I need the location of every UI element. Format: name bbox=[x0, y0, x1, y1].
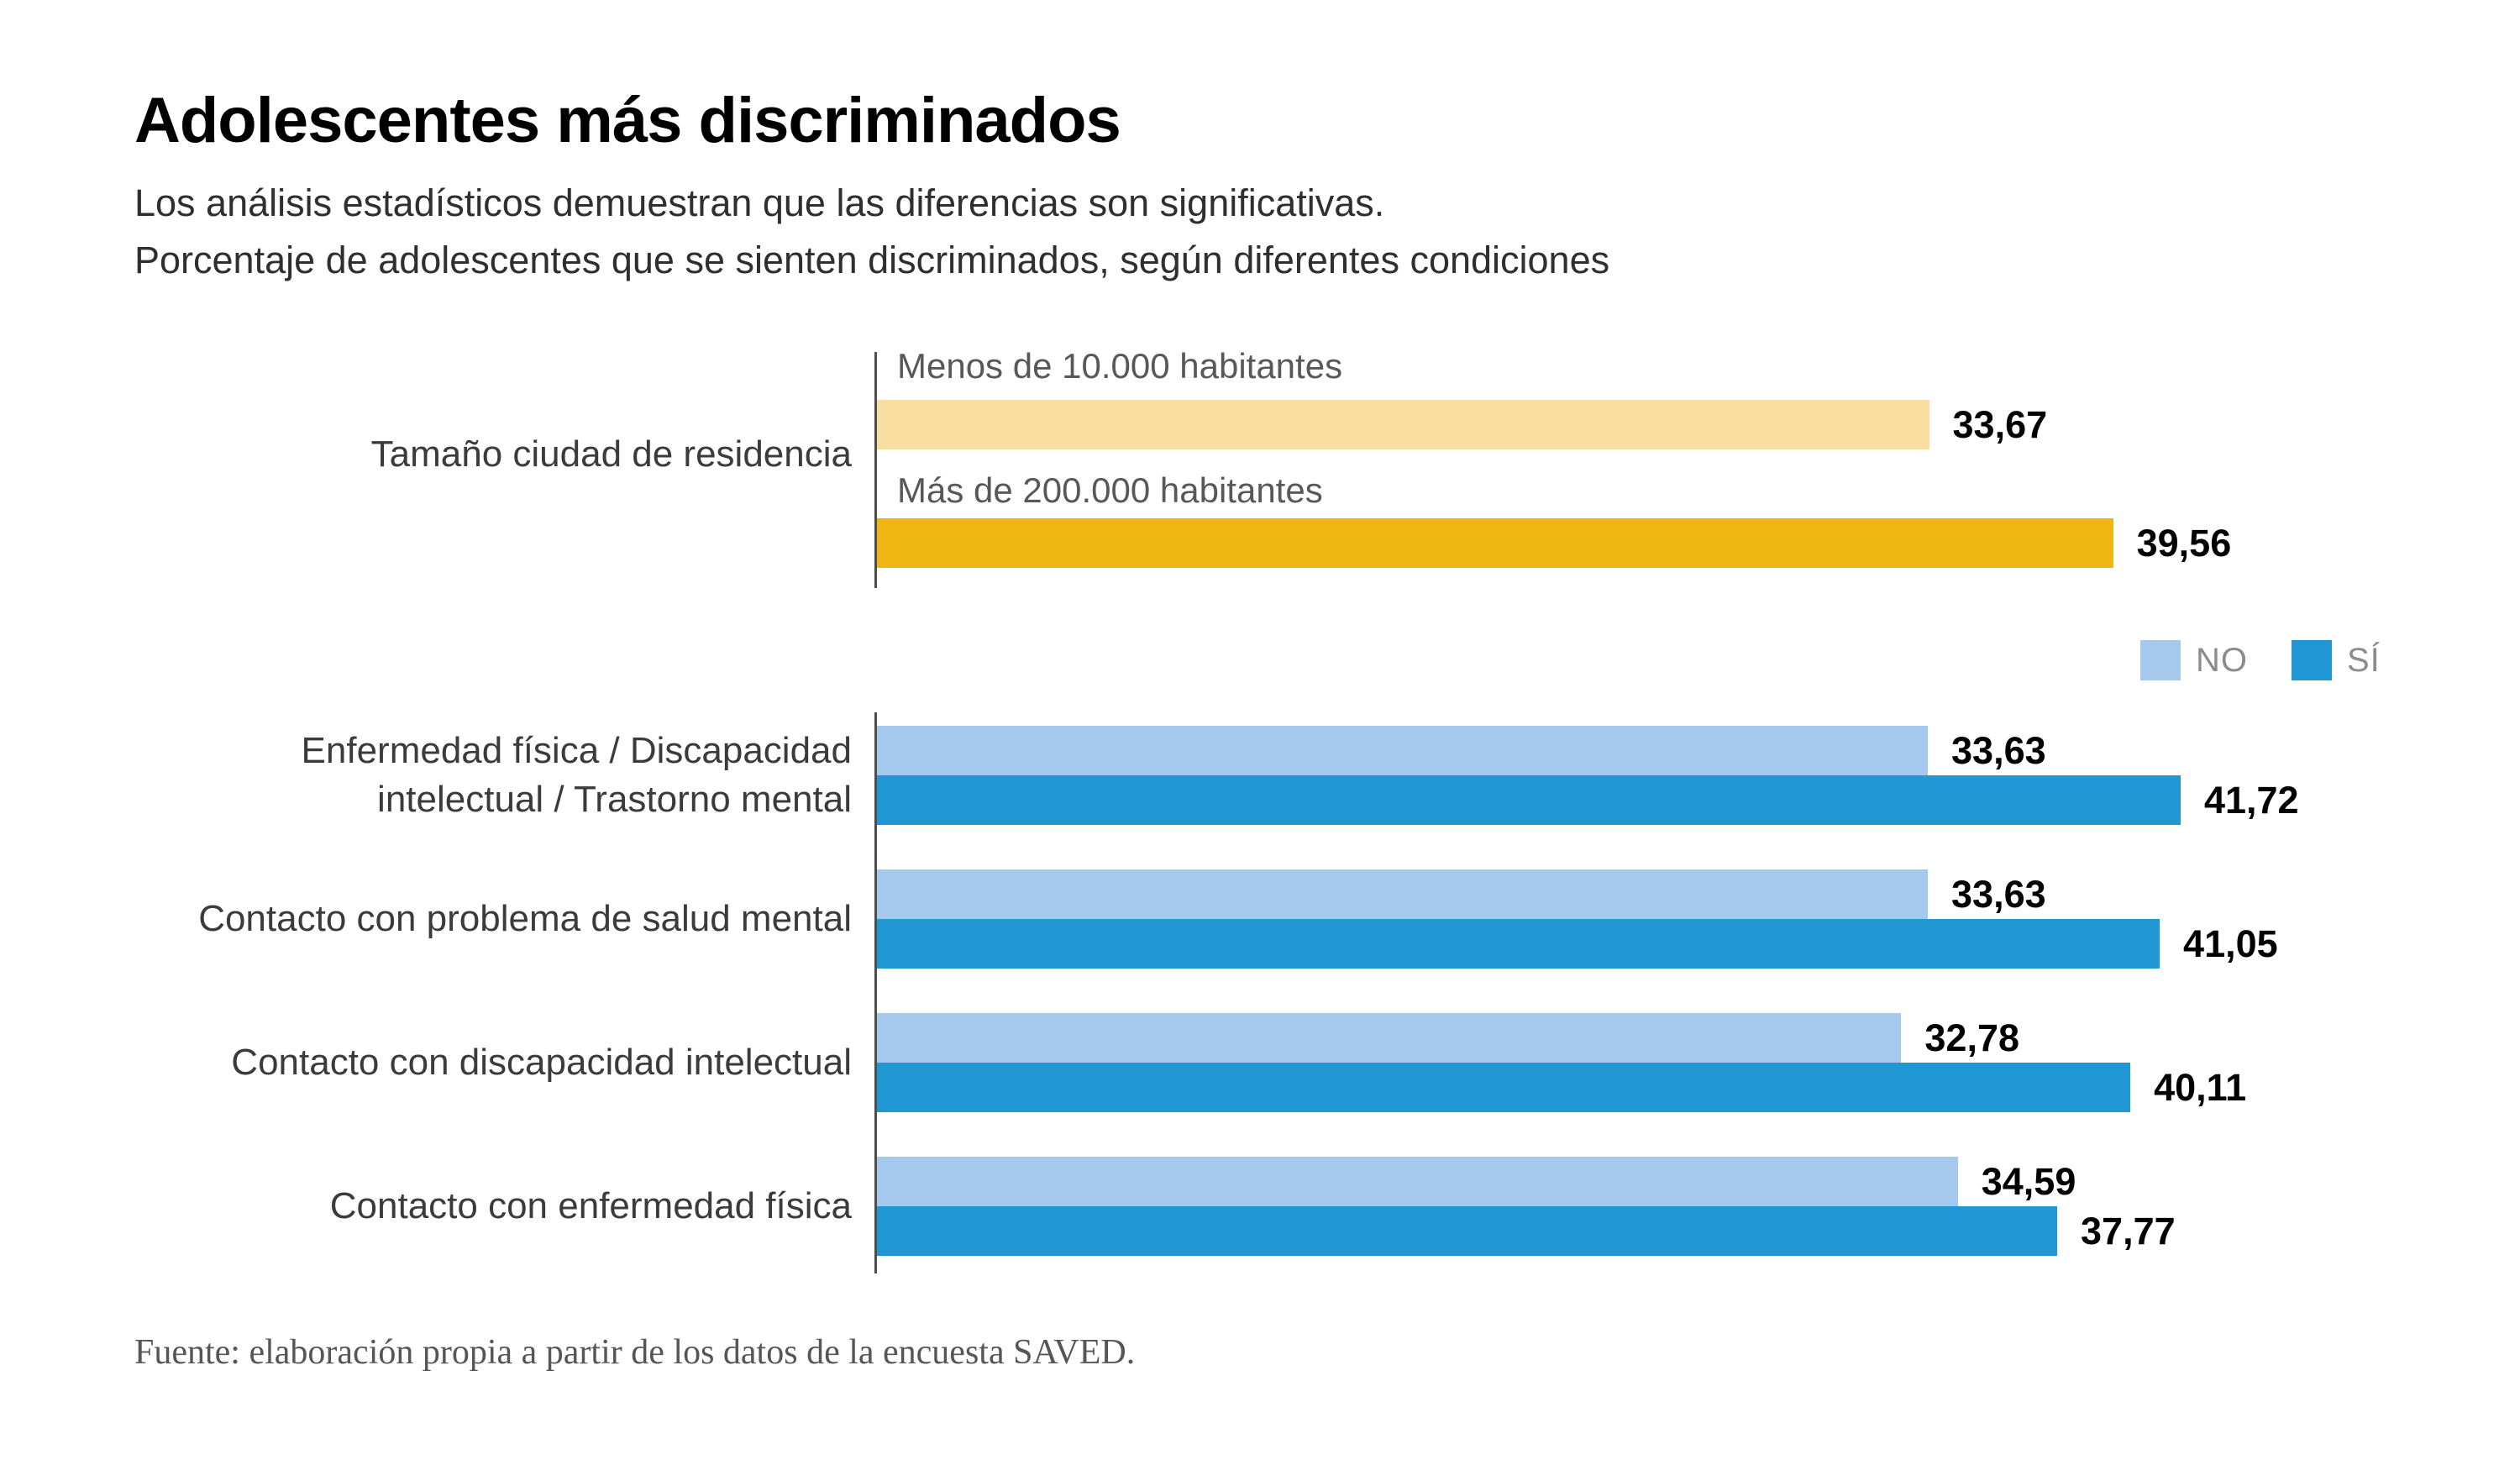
legend-label-no: NO bbox=[2196, 641, 2248, 679]
bar-value-no-2: 32,78 bbox=[1924, 1016, 2020, 1059]
bar-row-si-2: 40,11 bbox=[877, 1063, 2439, 1112]
page-title: Adolescentes más discriminados bbox=[134, 85, 1121, 156]
bar-row-si-0: 41,72 bbox=[877, 775, 2439, 825]
bar-small-city bbox=[877, 400, 1929, 449]
category-label-salud-mental: Contacto con problema de salud mental bbox=[198, 897, 852, 939]
category-label-enfermedad-fisica: Contacto con enfermedad física bbox=[329, 1184, 852, 1226]
bar-value-si-2: 40,11 bbox=[2154, 1065, 2247, 1109]
bar-si-0 bbox=[877, 775, 2181, 825]
bar-no-1 bbox=[877, 869, 1929, 919]
bar-row-small-city: 33,67 bbox=[877, 400, 2439, 449]
legend: NO SÍ bbox=[2140, 640, 2381, 680]
bar-row-si-3: 37,77 bbox=[877, 1206, 2439, 1256]
bar-value-no-3: 34,59 bbox=[1981, 1159, 2076, 1203]
category-label-city-size: Tamaño ciudad de residencia bbox=[370, 433, 852, 475]
legend-item-no: NO bbox=[2140, 640, 2248, 680]
bar-row-big-city: 39,56 bbox=[877, 518, 2439, 568]
category-label-enfermedad-discapacidad: Enfermedad física / Discapacidad intelec… bbox=[301, 729, 852, 820]
bar-row-no-1: 33,63 bbox=[877, 869, 2439, 919]
axis-line-condition-section bbox=[874, 712, 877, 1273]
bar-label-big-city: Más de 200.000 habitantes bbox=[897, 470, 1323, 510]
bar-si-1 bbox=[877, 919, 2160, 969]
bar-label-small-city: Menos de 10.000 habitantes bbox=[897, 346, 1343, 386]
legend-item-si: SÍ bbox=[2292, 640, 2381, 680]
bar-si-3 bbox=[877, 1206, 2058, 1256]
bar-value-big-city: 39,56 bbox=[2136, 521, 2232, 564]
axis-line-city-section bbox=[874, 352, 877, 588]
legend-swatch-si bbox=[2292, 640, 2332, 680]
bar-value-si-3: 37,77 bbox=[2081, 1209, 2176, 1252]
bar-value-si-1: 41,05 bbox=[2183, 922, 2278, 965]
bar-no-2 bbox=[877, 1013, 1902, 1063]
source-note: Fuente: elaboración propia a partir de l… bbox=[134, 1333, 1136, 1372]
subtitle-line-1: Los análisis estadísticos demuestran que… bbox=[134, 181, 1385, 224]
bar-row-no-3: 34,59 bbox=[877, 1157, 2439, 1206]
bar-row-no-0: 33,63 bbox=[877, 726, 2439, 775]
legend-swatch-no bbox=[2140, 640, 2181, 680]
legend-label-si: SÍ bbox=[2347, 641, 2381, 679]
bar-no-3 bbox=[877, 1157, 1958, 1206]
bar-row-no-2: 32,78 bbox=[877, 1013, 2439, 1063]
bar-value-small-city: 33,67 bbox=[1952, 402, 2048, 446]
category-label-discapacidad-intelectual: Contacto con discapacidad intelectual bbox=[231, 1041, 852, 1083]
bar-si-2 bbox=[877, 1063, 2131, 1112]
subtitle-line-2: Porcentaje de adolescentes que se siente… bbox=[134, 239, 1610, 281]
bar-no-0 bbox=[877, 726, 1929, 775]
bar-big-city bbox=[877, 518, 2113, 568]
bar-value-no-1: 33,63 bbox=[1951, 872, 2046, 916]
bar-value-no-0: 33,63 bbox=[1951, 728, 2046, 772]
bar-value-si-0: 41,72 bbox=[2203, 778, 2299, 822]
bar-row-si-1: 41,05 bbox=[877, 919, 2439, 969]
